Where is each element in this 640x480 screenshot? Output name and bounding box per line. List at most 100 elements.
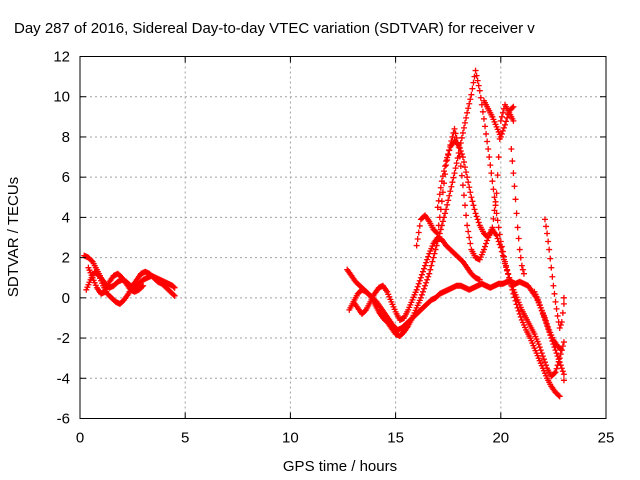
x-tick-label-2: 10 (282, 430, 299, 447)
data-point (518, 262, 525, 269)
data-point (458, 172, 465, 179)
data-point (551, 290, 558, 297)
data-point (454, 140, 461, 147)
data-point (94, 271, 101, 278)
data-point (428, 262, 435, 269)
data-point (503, 264, 510, 271)
data-point (560, 300, 567, 307)
data-point (546, 246, 553, 253)
x-tick-label-5: 25 (598, 430, 615, 447)
data-point (434, 204, 441, 211)
data-point (457, 163, 464, 170)
data-point (475, 219, 482, 226)
data-point (445, 151, 452, 158)
data-point (466, 234, 473, 241)
plot-border (79, 56, 607, 419)
data-point (547, 332, 554, 339)
data-point (479, 108, 486, 115)
data-point (499, 127, 506, 134)
data-point (557, 362, 564, 369)
data-point (487, 162, 494, 169)
data-point (444, 201, 451, 208)
data-point (170, 283, 177, 290)
data-point (502, 260, 509, 267)
data-point (438, 178, 445, 185)
data-point (439, 218, 446, 225)
data-point (504, 114, 511, 121)
data-point (435, 222, 442, 229)
data-point (505, 111, 512, 118)
data-point (456, 145, 463, 152)
y-tick-label-7: 8 (62, 129, 70, 146)
data-point (548, 264, 555, 271)
data-point (430, 254, 437, 261)
data-point (445, 197, 452, 204)
data-point (466, 100, 473, 107)
data-point (497, 133, 504, 140)
data-point (472, 210, 479, 217)
data-point (458, 134, 465, 141)
data-point (559, 309, 566, 316)
data-point (416, 277, 423, 284)
data-point (366, 291, 373, 298)
data-point (495, 238, 502, 245)
data-point (510, 103, 517, 110)
data-point (558, 365, 565, 372)
data-point (442, 210, 449, 217)
data-point (508, 146, 515, 153)
data-point (419, 288, 426, 295)
data-point (443, 158, 450, 165)
data-point (560, 377, 567, 384)
data-point (464, 222, 471, 229)
data-point (510, 117, 517, 124)
data-point (429, 258, 436, 265)
data-point (448, 183, 455, 190)
data-point (439, 173, 446, 180)
data-point (496, 241, 503, 248)
data-point (553, 305, 560, 312)
data-point (492, 198, 499, 205)
data-point (453, 160, 460, 167)
data-point (453, 134, 460, 141)
x-tick-label-4: 20 (492, 430, 509, 447)
data-point (557, 321, 564, 328)
data-point (470, 79, 477, 86)
data-point (555, 356, 562, 363)
data-point (140, 282, 147, 289)
data-point (540, 313, 547, 320)
data-point (543, 319, 550, 326)
y-tick-label-3: 0 (62, 290, 70, 307)
data-point (506, 274, 513, 281)
data-point (415, 229, 422, 236)
data-point (548, 335, 555, 342)
grid-lines (80, 56, 606, 419)
data-point (436, 191, 443, 198)
data-point (517, 313, 524, 320)
data-point (497, 244, 504, 251)
data-point (463, 212, 470, 219)
data-point (538, 307, 545, 314)
data-point (539, 353, 546, 360)
data-point (536, 344, 543, 351)
data-point (431, 250, 438, 257)
data-point (559, 343, 566, 350)
data-point (491, 194, 498, 201)
data-point (476, 276, 483, 283)
data-point (493, 232, 500, 239)
data-point (468, 194, 475, 201)
data-point (485, 146, 492, 153)
data-point (495, 154, 502, 161)
data-point (498, 130, 505, 137)
data-point (514, 224, 521, 231)
y-tick-label-4: 2 (62, 250, 70, 267)
data-point (446, 192, 453, 199)
data-point (447, 188, 454, 195)
data-point (482, 243, 489, 250)
data-point (425, 253, 432, 260)
data-point (463, 114, 470, 121)
data-point (483, 240, 490, 247)
y-tick-label-9: 12 (53, 49, 70, 66)
data-point (560, 371, 567, 378)
data-point (509, 158, 516, 165)
data-point (425, 273, 432, 280)
